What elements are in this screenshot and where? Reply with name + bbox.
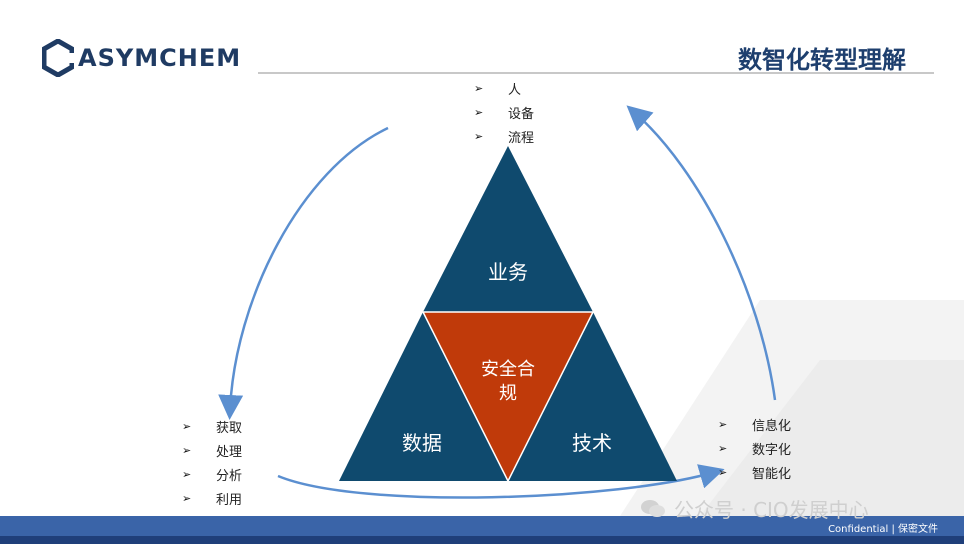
arrow-bullet-icon: ➢ — [182, 467, 192, 481]
list-item: ➢ 信息化 — [718, 417, 792, 434]
list-item: ➢ 数字化 — [718, 441, 792, 458]
title-divider — [258, 72, 934, 74]
list-item: ➢ 利用 — [182, 491, 243, 508]
pyramid-label-data: 数据 — [402, 431, 442, 455]
arrow-bullet-icon: ➢ — [474, 105, 484, 119]
triangle-bottom-left — [339, 312, 508, 481]
list-item: ➢ 获取 — [182, 419, 243, 436]
wechat-icon — [641, 499, 665, 517]
confidential-label: Confidential | 保密文件 — [828, 524, 938, 535]
arrow-bullet-icon: ➢ — [474, 129, 484, 143]
list-item: ➢ 智能化 — [718, 465, 792, 482]
triangle-top — [423, 146, 593, 312]
list-technology-elements: ➢ 信息化 ➢ 数字化 ➢ 智能化 — [718, 412, 791, 484]
arrow-bullet-icon: ➢ — [182, 491, 192, 505]
watermark: 公众号 · CIO发展中心 — [640, 494, 869, 523]
triangle-center — [423, 312, 593, 481]
watermark-text: 公众号 · CIO发展中心 — [674, 498, 869, 522]
arrow-bullet-icon: ➢ — [718, 417, 728, 431]
company-logo: ASYMCHEM — [42, 38, 241, 78]
page-title: 数智化转型理解 — [738, 46, 906, 74]
footer-bar — [0, 516, 964, 536]
footer-bottom-strip — [0, 536, 964, 544]
list-item: ➢ 流程 — [474, 129, 535, 146]
pyramid-label-compliance-line1: 安全合 — [481, 359, 535, 380]
logo-hexagon-icon — [42, 39, 74, 77]
list-business-elements: ➢ 人 ➢ 设备 ➢ 流程 — [474, 76, 534, 148]
list-item: ➢ 人 — [474, 81, 522, 98]
arrow-left-to-right — [277, 464, 725, 499]
pyramid-label-business: 业务 — [488, 260, 528, 284]
list-item: ➢ 处理 — [182, 443, 243, 460]
arrow-bullet-icon: ➢ — [182, 443, 192, 457]
arrow-bullet-icon: ➢ — [718, 441, 728, 455]
pyramid-label-compliance-line2: 规 — [499, 383, 517, 404]
list-data-elements: ➢ 获取 ➢ 处理 ➢ 分析 ➢ 利用 — [182, 414, 242, 510]
pyramid-label-compliance: 安全合 规 — [448, 358, 568, 406]
list-item: ➢ 设备 — [474, 105, 535, 122]
pyramid-label-technology: 技术 — [572, 431, 612, 455]
arrow-bullet-icon: ➢ — [182, 419, 192, 433]
arrow-right-to-top — [626, 105, 777, 401]
arrow-bullet-icon: ➢ — [718, 465, 728, 479]
arrow-bullet-icon: ➢ — [474, 81, 484, 95]
list-item: ➢ 分析 — [182, 467, 243, 484]
logo-text: ASYMCHEM — [78, 44, 242, 72]
arrow-top-to-left — [218, 126, 389, 420]
triangle-bottom-right — [508, 312, 677, 481]
